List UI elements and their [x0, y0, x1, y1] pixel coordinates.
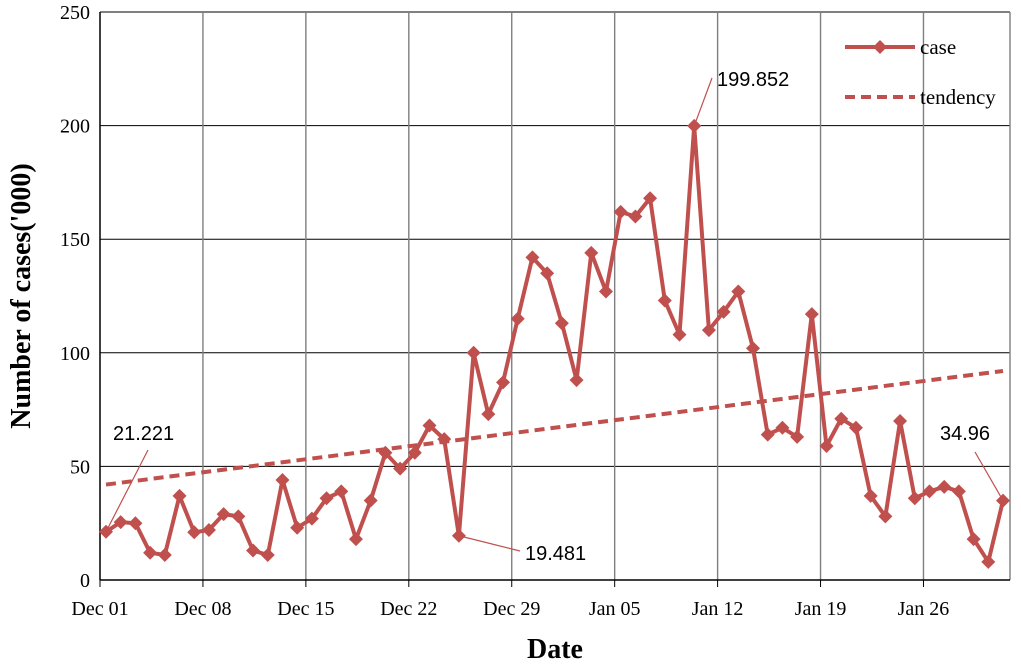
case-point	[775, 420, 790, 435]
case-point	[246, 543, 261, 558]
x-axis-title: Date	[527, 634, 583, 665]
annotation-label: 21.221	[113, 423, 174, 445]
x-tick-label: Jan 19	[795, 598, 847, 620]
case-point	[496, 375, 511, 390]
case-point	[540, 266, 555, 281]
case-point	[643, 191, 658, 206]
trend-series	[105, 368, 1004, 487]
annotation-label: 199.852	[717, 69, 789, 91]
x-tick-label: Jan 12	[692, 598, 744, 620]
axes	[99, 12, 1010, 581]
y-tick-label: 100	[60, 343, 90, 365]
case-point	[466, 345, 481, 360]
x-tick-labels: Dec 01 Dec 08 Dec 15 Dec 22 Dec 29 Jan 05 Jan …	[71, 598, 949, 620]
case-point	[525, 250, 540, 265]
x-tick-label: Dec 08	[174, 598, 231, 620]
case-point	[128, 516, 143, 531]
x-tick-label: Dec 22	[380, 598, 437, 620]
x-tick-label: Dec 15	[277, 598, 334, 620]
case-point	[746, 341, 761, 356]
case-point	[260, 548, 275, 563]
case-point	[613, 204, 628, 219]
y-axis-title: Number of cases('000)	[6, 163, 37, 428]
case-point	[481, 407, 496, 422]
annotation-label: 34.96	[940, 423, 990, 445]
case-point	[790, 429, 805, 444]
case-point	[628, 209, 643, 224]
legend-tendency-label: tendency	[920, 85, 996, 109]
y-tick-label: 250	[60, 2, 90, 24]
case-point	[231, 509, 246, 524]
case-series	[99, 118, 1010, 569]
case-point	[893, 413, 908, 428]
case-point	[510, 311, 525, 326]
annotation-leader	[458, 535, 521, 552]
x-tick-label: Dec 29	[483, 598, 540, 620]
case-point	[716, 304, 731, 319]
legend-case-label: case	[920, 35, 956, 59]
case-point	[290, 520, 305, 535]
case-point	[187, 525, 202, 540]
case-point	[951, 484, 966, 499]
y-tick-label: 150	[60, 229, 90, 251]
annotation-label: 19.481	[525, 543, 586, 565]
case-point	[334, 484, 349, 499]
case-point	[363, 493, 378, 508]
case-point	[657, 293, 672, 308]
case-point	[937, 479, 952, 494]
case-point	[878, 509, 893, 524]
case-point	[672, 327, 687, 342]
case-point	[275, 473, 290, 488]
case-point	[216, 507, 231, 522]
tendency-line	[105, 368, 1004, 487]
legend-case-marker	[873, 40, 887, 54]
annotation-leader	[105, 449, 149, 533]
annotation-leader	[974, 451, 1004, 501]
case-point	[393, 461, 408, 476]
case-point	[319, 491, 334, 506]
case-point	[819, 438, 834, 453]
case-point	[172, 488, 187, 503]
case-point	[157, 548, 172, 563]
case-point	[584, 245, 599, 260]
grid	[99, 11, 1011, 587]
case-point	[907, 491, 922, 506]
case-point	[731, 284, 746, 299]
x-tick-label: Dec 01	[71, 598, 128, 620]
case-point	[113, 515, 128, 530]
case-point	[848, 420, 863, 435]
annotations: 21.221 19.481 199.852 34.96	[105, 69, 1004, 565]
x-tick-label: Jan 26	[898, 598, 950, 620]
case-point	[304, 511, 319, 526]
case-point	[437, 432, 452, 447]
y-tick-label: 0	[80, 570, 90, 592]
x-tick-label: Jan 05	[589, 598, 641, 620]
y-tick-label: 50	[70, 456, 90, 478]
case-point	[966, 532, 981, 547]
case-point	[378, 445, 393, 460]
case-point	[143, 545, 158, 560]
annotation-leader	[693, 77, 713, 127]
case-point	[348, 532, 363, 547]
case-point	[554, 316, 569, 331]
case-point	[804, 307, 819, 322]
case-point	[863, 488, 878, 503]
case-point	[834, 411, 849, 426]
legend: case tendency	[845, 35, 996, 109]
case-point	[201, 523, 216, 538]
case-point	[701, 323, 716, 338]
y-tick-label: 200	[60, 116, 90, 138]
case-point	[981, 554, 996, 569]
case-point	[760, 427, 775, 442]
case-point	[422, 418, 437, 433]
case-point	[569, 373, 584, 388]
case-point	[922, 484, 937, 499]
case-point	[407, 445, 422, 460]
case-point	[598, 284, 613, 299]
y-tick-labels: 0 50 100 150 200 250	[60, 2, 90, 592]
